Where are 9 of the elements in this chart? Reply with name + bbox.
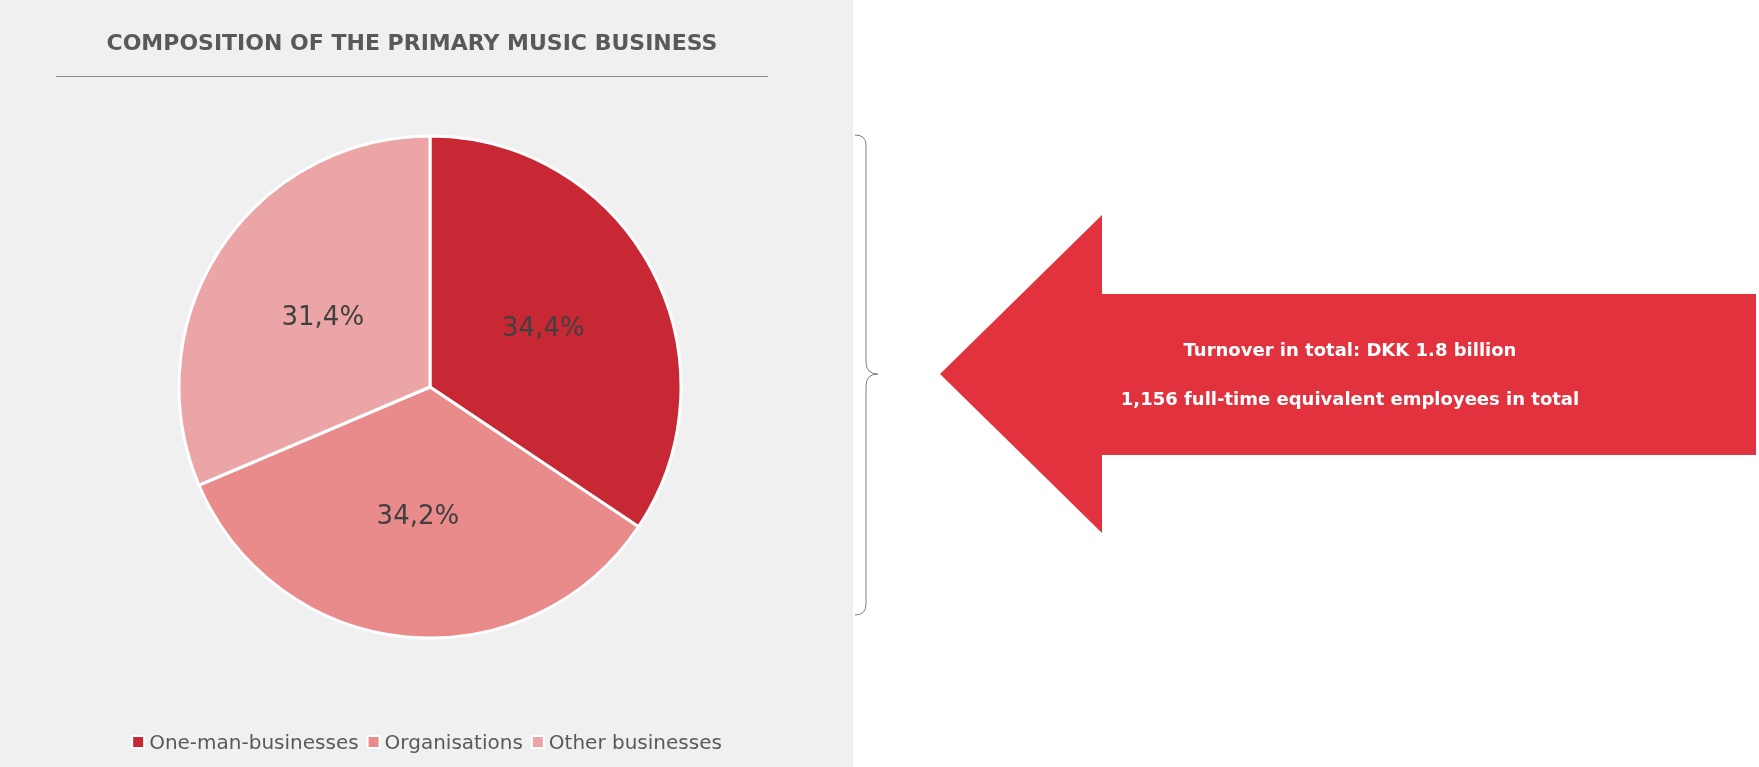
data-label: 34,2% (376, 499, 460, 530)
text: Turnover in total: DKK 1.8 billion (1182, 338, 1518, 362)
chart-title: COMPOSITION OF THE PRIMARY MUSIC BUSINESS (105, 30, 719, 55)
legend-label: Other businesses (548, 730, 722, 754)
legend-label: One-man-businesses (149, 730, 359, 754)
legend-label: Organisations (384, 730, 523, 754)
data-label: 31,4% (281, 301, 365, 332)
data-label: 34,4% (502, 311, 585, 342)
text: 1,156 full-time equivalent employees in total (1119, 387, 1581, 411)
